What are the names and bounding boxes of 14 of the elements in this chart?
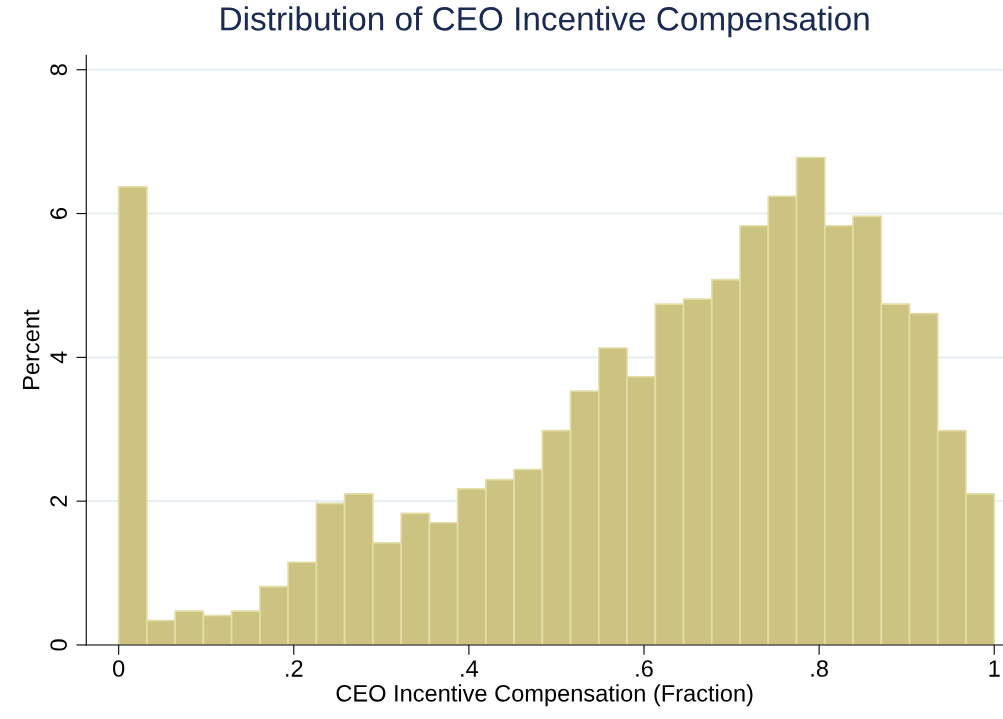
x-tick-label: .6 [636,660,653,677]
y-tick-label: 6 [50,208,68,219]
x-tick-label: .4 [461,660,479,677]
y-tick-label: 4 [50,351,67,364]
x-tick-label: .8 [811,660,828,677]
x-tick-label: .2 [286,660,303,677]
y-tick-label: 2 [50,495,67,507]
x-tick-label: 1 [989,660,1000,677]
y-axis-title: Percent [22,309,40,389]
x-tick-label: 0 [113,660,125,677]
y-tick-label: 0 [50,639,68,651]
x-axis-title: CEO Incentive Compensation (Fraction) [336,684,753,707]
y-tick-label: 8 [50,64,68,76]
chart-title: Distribution of CEO Incentive Compensation [221,6,869,38]
